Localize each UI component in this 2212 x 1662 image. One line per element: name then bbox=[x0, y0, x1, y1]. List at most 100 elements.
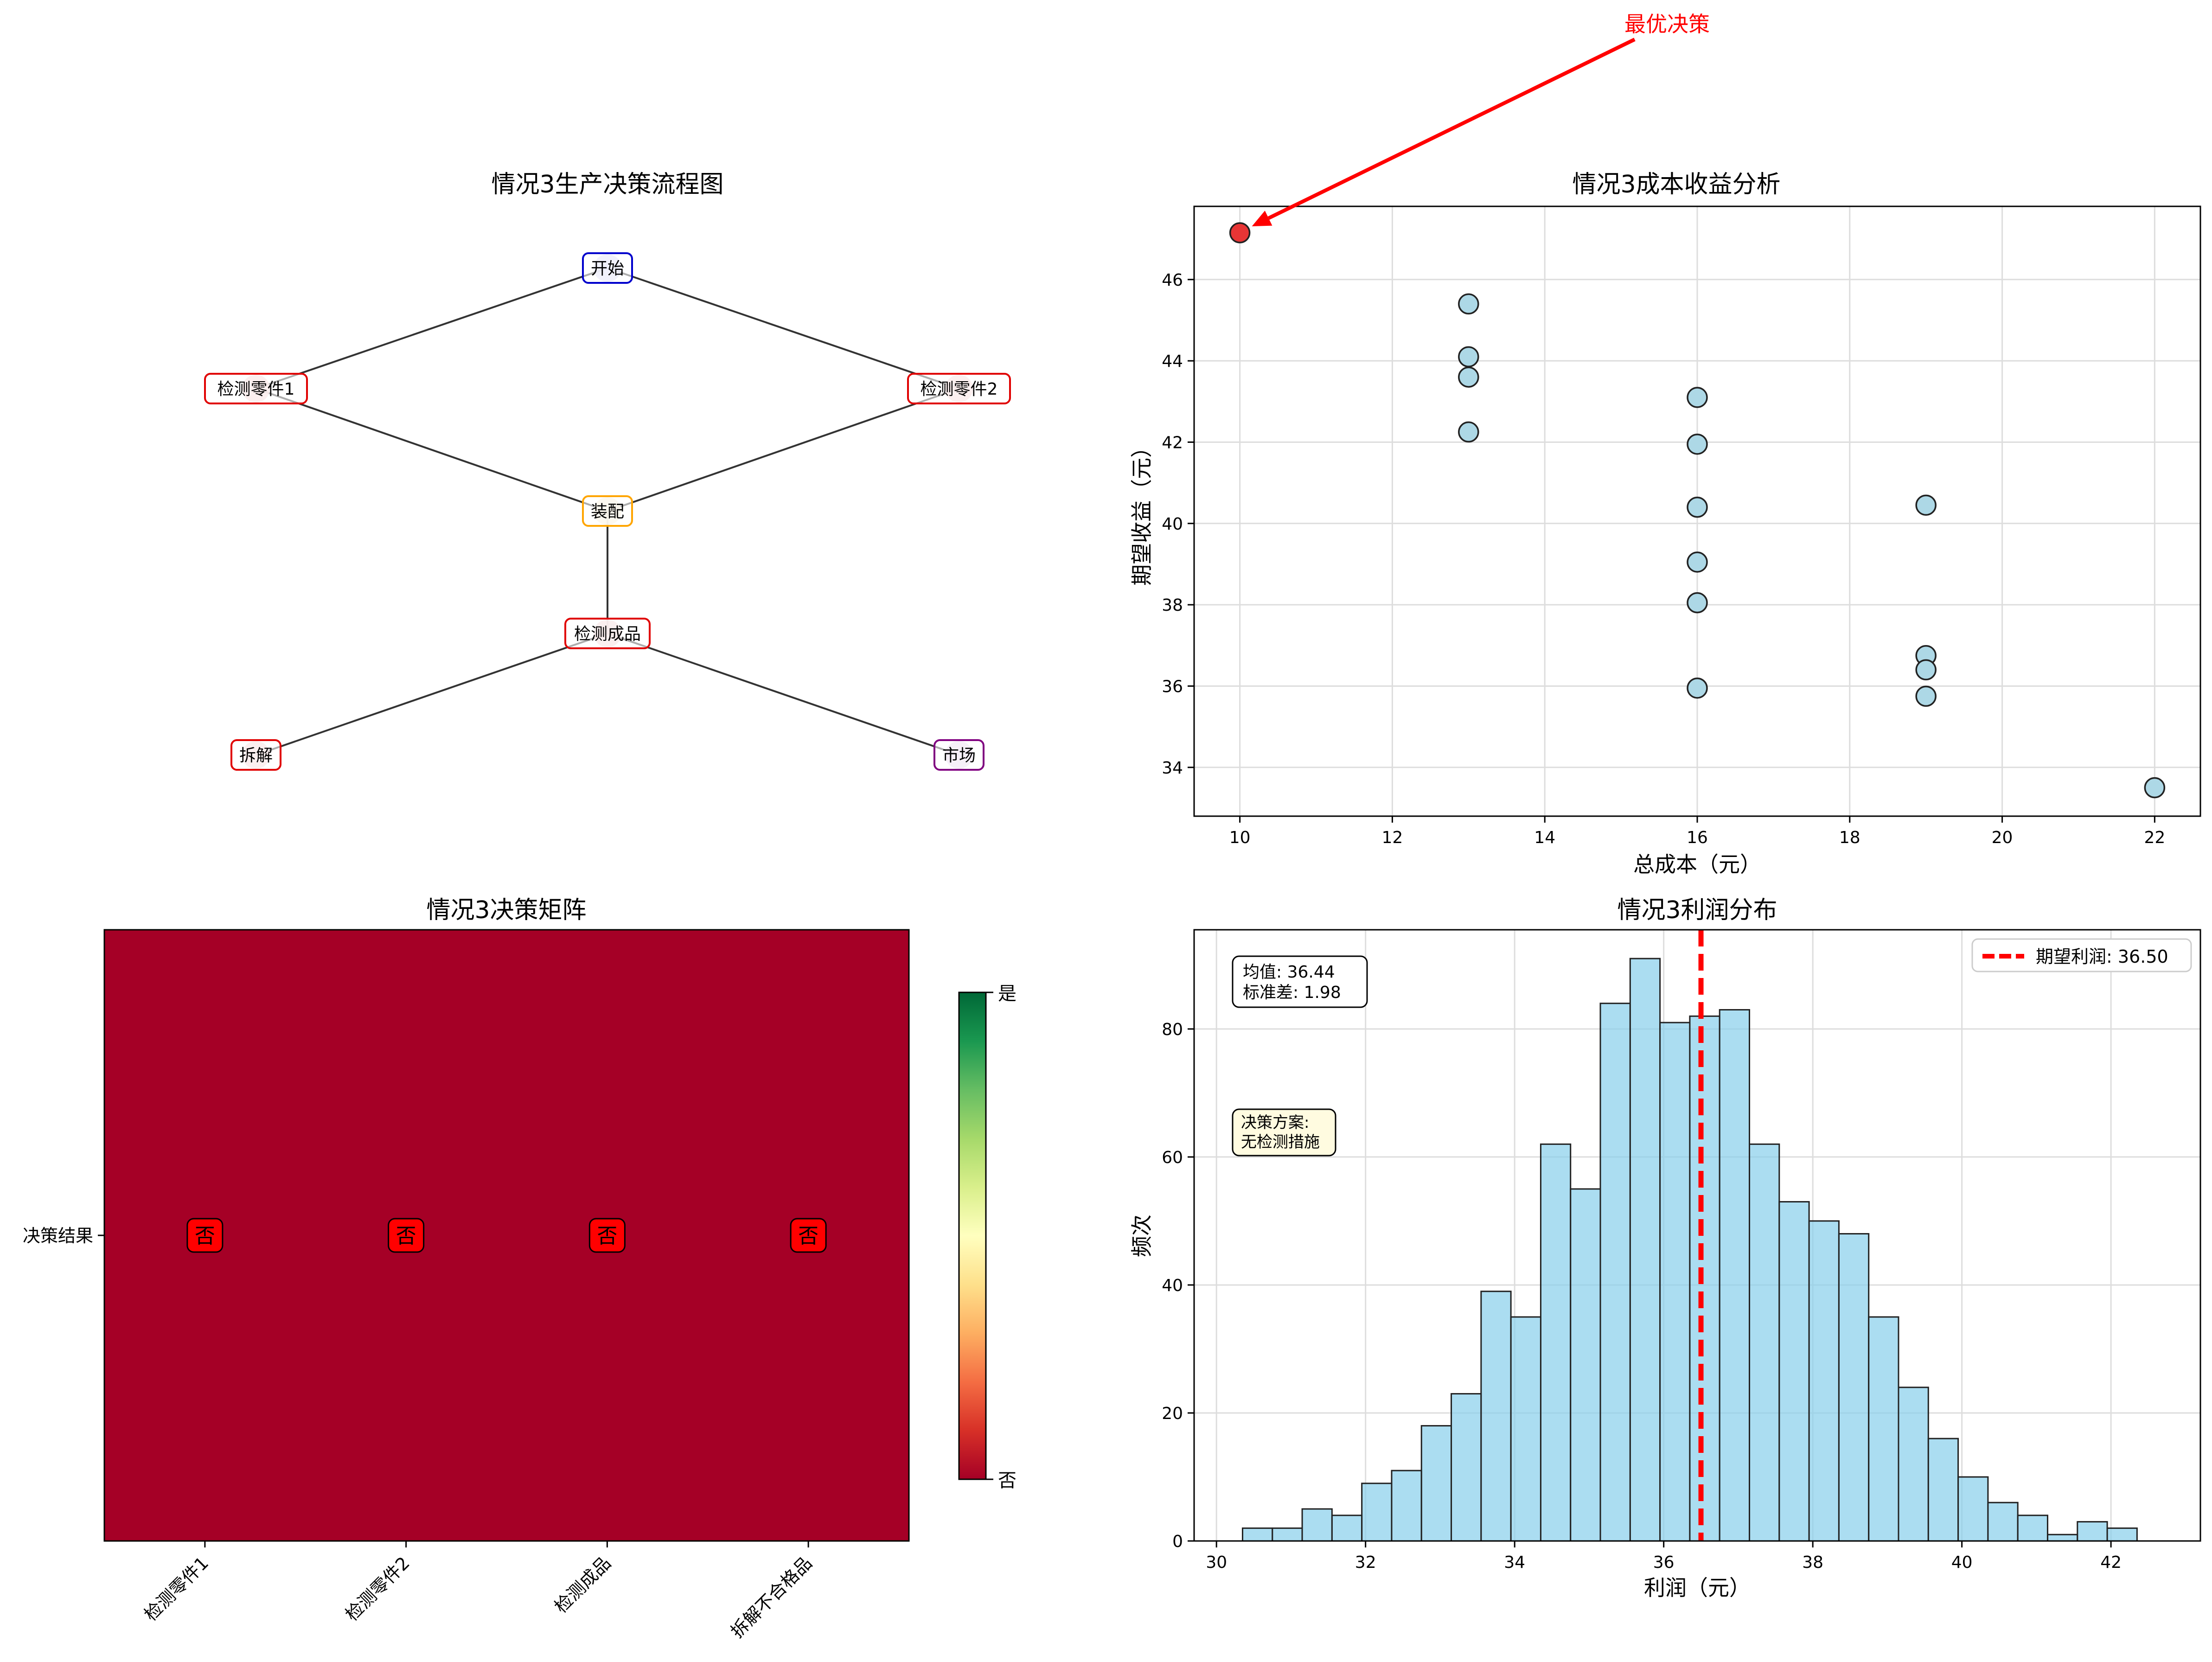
scatter-points bbox=[1229, 222, 2166, 799]
scatter-y-tick-label: 44 bbox=[1162, 352, 1183, 371]
legend-label: 期望利润: 36.50 bbox=[2036, 946, 2168, 967]
colorbar-label-no: 否 bbox=[998, 1470, 1016, 1491]
histogram-bar bbox=[1987, 1502, 2019, 1542]
heatmap-row-label: 决策结果 bbox=[23, 1226, 93, 1246]
histogram-bar bbox=[1689, 1015, 1720, 1542]
histogram-title: 情况3利润分布 bbox=[1617, 896, 1777, 924]
heatmap-cells bbox=[104, 930, 909, 1541]
scatter-point bbox=[2144, 777, 2166, 799]
histogram-x-tick-label: 42 bbox=[2100, 1553, 2122, 1572]
histogram-bar bbox=[1391, 1470, 1422, 1542]
histogram-bar bbox=[1957, 1476, 1989, 1542]
histogram-bar bbox=[1599, 1003, 1631, 1542]
histogram-panel: 情况3利润分布 30 32 34 36 38 40 42 0 20 40 60 80 利润（元） 频次… bbox=[1129, 896, 2201, 1600]
scatter-x-tick-label: 20 bbox=[1992, 828, 2013, 847]
flow-edge bbox=[607, 633, 959, 756]
histogram-y-tick-label: 60 bbox=[1162, 1148, 1183, 1167]
flow-edge bbox=[256, 633, 608, 756]
histogram-bar bbox=[1241, 1527, 1273, 1542]
histogram-bar bbox=[1331, 1515, 1363, 1542]
histogram-bar bbox=[1629, 958, 1661, 1542]
flow-node: 检测零件1 bbox=[204, 373, 308, 404]
annotation-label: 最优决策 bbox=[1624, 12, 1710, 37]
scatter-x-tick-label: 18 bbox=[1839, 828, 1860, 847]
scatter-point bbox=[1915, 685, 1937, 707]
scatter-panel: 情况3成本收益分析 10 12 14 16 18 20 22 34 36 38 40 42 44 46 总… bbox=[1129, 12, 2201, 877]
histogram-x-tick-label: 38 bbox=[1802, 1553, 1823, 1572]
histogram-bar bbox=[1361, 1483, 1393, 1542]
flow-node-label: 检测零件1 bbox=[217, 380, 295, 399]
histogram-y-tick-label: 40 bbox=[1162, 1276, 1183, 1295]
flow-node: 市场 bbox=[933, 739, 985, 771]
histogram-bars bbox=[1241, 958, 2138, 1542]
histogram-x-tick-label: 30 bbox=[1206, 1553, 1227, 1572]
flow-node: 检测成品 bbox=[564, 618, 651, 649]
flow-node: 检测零件2 bbox=[907, 373, 1011, 404]
histogram-x-tick-label: 32 bbox=[1355, 1553, 1376, 1572]
scatter-x-tick-label: 22 bbox=[2144, 828, 2165, 847]
scatter-x-tick-label: 14 bbox=[1534, 828, 1555, 847]
flow-node-label: 检测成品 bbox=[574, 625, 641, 644]
flow-node: 开始 bbox=[582, 252, 633, 284]
scatter-x-tick-label: 12 bbox=[1382, 828, 1403, 847]
histogram-y-tick-label: 80 bbox=[1162, 1020, 1183, 1039]
heatmap-cell-text: 否 bbox=[597, 1224, 617, 1248]
scatter-title: 情况3成本收益分析 bbox=[1572, 171, 1780, 198]
histogram-y-axis-label: 频次 bbox=[1129, 1215, 1154, 1257]
histogram-x-axis-label: 利润（元） bbox=[1644, 1575, 1751, 1600]
flow-edge bbox=[607, 388, 959, 512]
histogram-bar bbox=[2106, 1527, 2138, 1542]
best-decision-annotation: 最优决策 bbox=[1252, 12, 1710, 226]
colorbar bbox=[958, 991, 987, 1480]
scatter-y-tick-label: 38 bbox=[1162, 596, 1183, 615]
histogram-bar bbox=[1778, 1201, 1810, 1542]
scatter-point bbox=[1687, 678, 1708, 699]
histogram-axes-frame bbox=[1193, 929, 2201, 1542]
heatmap-cell-badge bbox=[388, 1218, 425, 1253]
stats-box-frame bbox=[1232, 955, 1368, 1008]
scatter-point bbox=[1458, 366, 1479, 388]
flowchart-title: 情况3生产决策流程图 bbox=[491, 171, 723, 198]
histogram-bar bbox=[2077, 1521, 2108, 1542]
flow-node-box bbox=[582, 495, 633, 527]
histogram-bar bbox=[1868, 1316, 1899, 1542]
scatter-point bbox=[1915, 494, 1937, 516]
scatter-y-tick-label: 46 bbox=[1162, 271, 1183, 290]
histogram-bar bbox=[1927, 1438, 1959, 1542]
annotation-arrow-line bbox=[1267, 38, 1636, 220]
flow-node-box bbox=[933, 739, 985, 771]
flow-node-box bbox=[564, 618, 651, 649]
decision-box: 决策方案: 无检测措施 bbox=[1232, 1108, 1336, 1157]
scatter-x-tick-label: 16 bbox=[1687, 828, 1708, 847]
scatter-point bbox=[1687, 434, 1708, 455]
histogram-bar bbox=[1480, 1291, 1512, 1542]
heatmap-cell-text: 否 bbox=[195, 1224, 215, 1248]
histogram-bar bbox=[1659, 1022, 1691, 1542]
histogram-bar bbox=[1898, 1387, 1929, 1542]
histogram-bar bbox=[1540, 1143, 1572, 1542]
histogram-bar bbox=[2046, 1534, 2078, 1542]
decision-heading: 决策方案: bbox=[1241, 1113, 1309, 1132]
scatter-y-axis-label: 期望收益（元） bbox=[1129, 436, 1154, 586]
decision-box-frame bbox=[1232, 1108, 1336, 1157]
decision-value: 无检测措施 bbox=[1241, 1133, 1320, 1151]
flow-edge bbox=[607, 267, 959, 390]
flow-edge bbox=[256, 388, 608, 512]
scatter-point bbox=[1687, 592, 1708, 614]
histogram-bar bbox=[2017, 1515, 2048, 1542]
scatter-y-tick-label: 40 bbox=[1162, 515, 1183, 534]
histogram-bar bbox=[1301, 1508, 1333, 1542]
histogram-x-tick-label: 36 bbox=[1653, 1553, 1675, 1572]
histogram-bar bbox=[1749, 1143, 1780, 1542]
scatter-point bbox=[1458, 293, 1479, 315]
histogram-bar bbox=[1838, 1233, 1870, 1542]
scatter-y-tick-label: 36 bbox=[1162, 677, 1183, 696]
flow-node: 拆解 bbox=[230, 739, 281, 771]
flow-node-label: 市场 bbox=[942, 746, 976, 765]
scatter-ticks: 10 12 14 16 18 20 22 34 36 38 40 42 44 46 bbox=[1162, 271, 2165, 847]
histogram-bar bbox=[1808, 1220, 1840, 1542]
heatmap-cell-text: 否 bbox=[396, 1224, 416, 1248]
flowchart-edges bbox=[256, 267, 959, 756]
scatter-point bbox=[1687, 387, 1708, 408]
